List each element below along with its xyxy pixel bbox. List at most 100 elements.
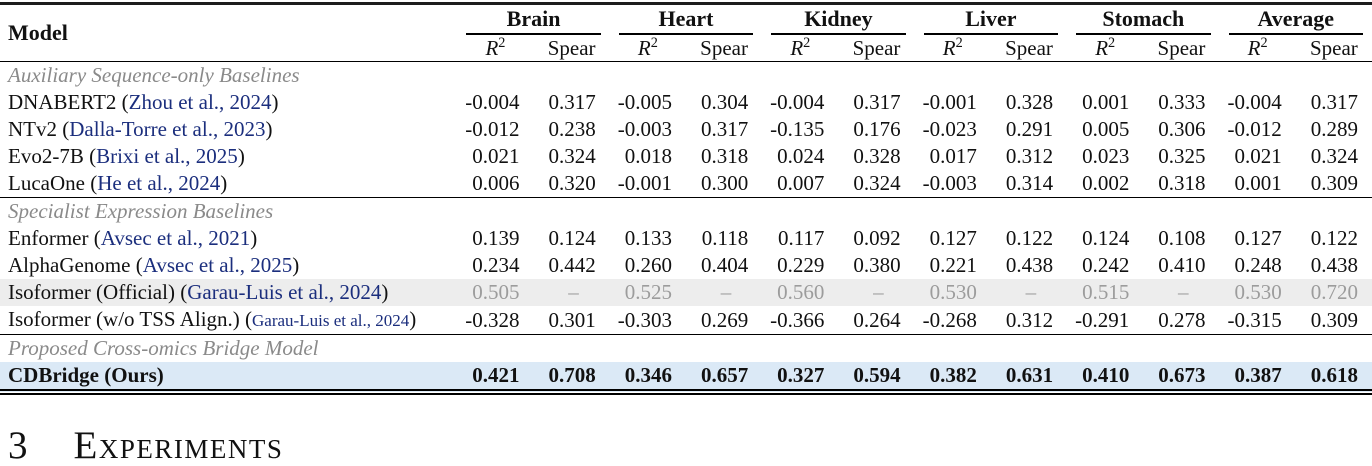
model-cell: DNABERT2 (Zhou et al., 2024): [0, 89, 457, 116]
metric-value-cell: 0.380: [853, 253, 901, 277]
metric-value-cell: 0.006: [472, 171, 520, 195]
metric-header-r2: R2: [1219, 35, 1296, 62]
model-row: Evo2-7B (Brixi et al., 2025) 0.021 0.324 0.…: [0, 143, 1372, 170]
metric-sup: 2: [498, 35, 506, 51]
group-header-label: Kidney: [771, 6, 906, 35]
citation-link[interactable]: He et al., 2024: [97, 171, 221, 195]
model-name: NTv2: [8, 117, 57, 141]
metric-sup: 2: [955, 35, 963, 51]
metric-value-cell: 0.324: [853, 171, 901, 195]
citation-link[interactable]: Dalla-Torre et al., 2023: [69, 117, 266, 141]
metric-value-cell: 0.122: [1005, 226, 1054, 250]
citation-link[interactable]: Garau-Luis et al., 2024: [252, 311, 410, 330]
metric-value-cell: 0.317: [700, 117, 749, 141]
metric-value-cell: 0.309: [1310, 171, 1358, 195]
metric-value-cell: -0.001: [922, 90, 977, 114]
section-label-row: Proposed Cross-omics Bridge Model: [0, 334, 1372, 362]
model-name: DNABERT2: [8, 90, 117, 114]
group-header-brain: Brain: [457, 4, 609, 36]
metric-value-cell: 0.118: [701, 226, 749, 250]
metric-value-cell: 0.002: [1082, 171, 1130, 195]
citation-close-paren: ): [409, 307, 417, 331]
metric-value-cell: -0.001: [617, 171, 672, 195]
metric-base: Spear: [1005, 35, 1053, 60]
model-row: AlphaGenome (Avsec et al., 2025) 0.234 0.4…: [0, 252, 1372, 279]
metric-base: R: [1095, 36, 1109, 60]
section-label-row: Specialist Expression Baselines: [0, 197, 1372, 225]
metric-value-cell: -0.004: [770, 90, 825, 114]
metric-value-cell: 0.221: [929, 253, 977, 277]
table-header: Model Brain Heart Kidney Liver Stomach Average…: [0, 4, 1372, 62]
group-header-label: Brain: [466, 6, 601, 35]
group-header-label: Liver: [923, 6, 1059, 35]
model-name: Isoformer (Official): [8, 280, 175, 304]
metric-value-cell: 0.264: [853, 307, 901, 332]
metric-value-cell: 0.021: [472, 144, 520, 168]
metric-value-cell: 0.124: [1082, 226, 1130, 250]
metric-value-cell: 0.124: [548, 226, 596, 250]
citation-link[interactable]: Avsec et al., 2025: [142, 253, 293, 277]
metric-value-cell: -0.366: [770, 307, 825, 332]
metric-value-cell: 0.317: [1310, 90, 1358, 114]
metric-value-cell: 0.001: [1082, 90, 1130, 114]
table-body: Auxiliary Sequence-only Baselines DNABERT…: [0, 61, 1372, 392]
metric-value-cell: 0.269: [700, 307, 749, 332]
metric-base: Spear: [1309, 35, 1358, 60]
citation-open-paren: (: [121, 90, 129, 114]
group-header-average: Average: [1220, 4, 1372, 36]
metric-value-cell: -0.303: [617, 307, 672, 332]
model-name: LucaOne: [8, 171, 85, 195]
metric-value-cell: -0.315: [1227, 307, 1282, 332]
metric-value-cell: 0.327: [777, 363, 825, 387]
metric-value-cell: 0.176: [853, 117, 901, 141]
metric-value-cell: 0.720: [1310, 280, 1358, 304]
header-group-row: Model Brain Heart Kidney Liver Stomach Average: [0, 4, 1372, 45]
metric-value-cell: 0.410: [1158, 253, 1206, 277]
metric-value-cell: 0.108: [1158, 226, 1206, 250]
section-label: Proposed Cross-omics Bridge Model: [0, 334, 1372, 362]
metric-value-cell: 0.346: [624, 363, 672, 387]
metric-value-cell: 0.005: [1082, 117, 1130, 141]
metric-value-cell: 0.317: [853, 90, 901, 114]
metric-value-cell: -0.291: [1075, 307, 1130, 332]
metric-base: R: [485, 36, 499, 60]
group-header-heart: Heart: [610, 4, 762, 36]
metric-value-cell: 0.657: [700, 363, 749, 387]
metric-value-cell: 0.248: [1234, 253, 1282, 277]
metric-value-cell: 0.618: [1310, 363, 1358, 387]
metric-header-r2: R2: [1067, 35, 1144, 62]
metric-value-cell: 0.382: [929, 363, 977, 387]
metric-value-cell: -0.012: [1227, 117, 1282, 141]
metric-value-cell: -0.023: [922, 117, 977, 141]
citation-close-paren: ): [237, 144, 245, 168]
group-header-label: Stomach: [1076, 6, 1211, 35]
citation-link[interactable]: Avsec et al., 2021: [100, 226, 251, 250]
metric-base: R: [790, 36, 804, 60]
group-header-label: Heart: [618, 6, 754, 35]
section-label: Auxiliary Sequence-only Baselines: [0, 61, 1372, 89]
section-label: Specialist Expression Baselines: [0, 197, 1372, 225]
citation-link[interactable]: Brixi et al., 2025: [96, 144, 238, 168]
metric-value-cell: 0.318: [700, 144, 749, 168]
model-name: Evo2-7B: [8, 144, 84, 168]
metric-value-cell: 0.325: [1158, 144, 1206, 168]
citation-link[interactable]: Garau-Luis et al., 2024: [187, 280, 382, 304]
metric-value-cell: 0.438: [1005, 253, 1054, 277]
metric-base: Spear: [547, 35, 596, 60]
model-name: CDBridge (Ours): [8, 363, 164, 387]
results-table: Model Brain Heart Kidney Liver Stomach Average…: [0, 2, 1372, 395]
model-name: Enformer: [8, 226, 89, 250]
model-cell: NTv2 (Dalla-Torre et al., 2023): [0, 116, 457, 143]
metric-value-cell: 0.092: [853, 226, 901, 250]
citation-link[interactable]: Zhou et al., 2024: [128, 90, 272, 114]
metric-value-cell: 0.404: [700, 253, 749, 277]
metric-value-cell: 0.318: [1158, 171, 1206, 195]
metric-value-cell: 0.234: [472, 253, 520, 277]
citation-close-paren: ): [250, 226, 258, 250]
metric-value-cell: 0.304: [700, 90, 749, 114]
metric-value-cell: –: [1178, 280, 1189, 304]
metric-value-cell: 0.007: [777, 171, 825, 195]
metric-value-cell: 0.018: [624, 144, 672, 168]
metric-value-cell: 0.530: [1234, 280, 1282, 304]
metric-value-cell: 0.525: [624, 280, 672, 304]
